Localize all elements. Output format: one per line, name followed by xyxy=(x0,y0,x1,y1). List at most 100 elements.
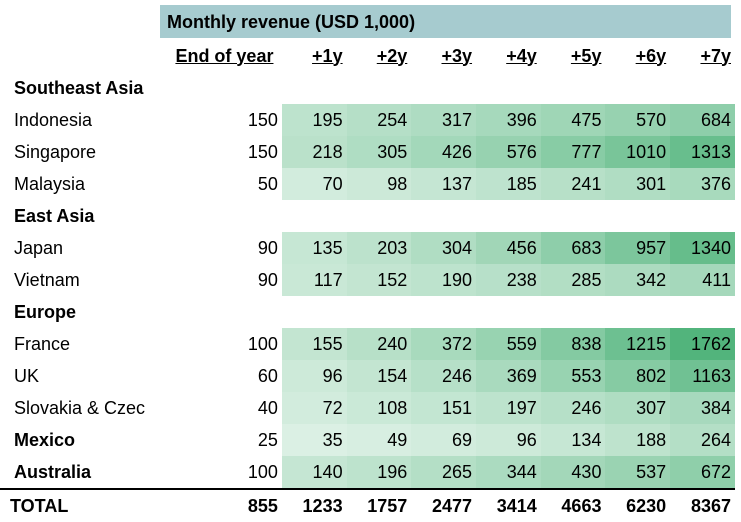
value-cell xyxy=(411,296,476,328)
value-cell xyxy=(167,200,282,232)
value-cell: 154 xyxy=(346,360,412,392)
group-row: East Asia xyxy=(0,200,735,232)
value-cell xyxy=(541,72,606,104)
row-label: Slovakia & Czec xyxy=(14,397,146,418)
value-cell: 96 xyxy=(281,360,347,392)
value-cell: 137 xyxy=(411,168,477,200)
value-cell: 802 xyxy=(605,360,671,392)
value-cell: 135 xyxy=(281,232,347,264)
value-cell: 100 xyxy=(247,461,278,482)
value-cell: 559 xyxy=(476,328,541,360)
value-cell: 203 xyxy=(346,232,412,264)
row-label: Indonesia xyxy=(14,109,93,130)
value-cell: 344 xyxy=(476,456,541,489)
header-plus-2y: +2y xyxy=(376,45,408,66)
value-cell: 475 xyxy=(540,104,606,136)
row-label: Mexico xyxy=(14,429,76,450)
value-cell: 196 xyxy=(346,456,412,489)
value-cell: 70 xyxy=(281,168,347,200)
row-label: Malaysia xyxy=(14,173,86,194)
value-cell xyxy=(476,200,541,232)
value-cell: 430 xyxy=(540,456,606,489)
total-label: TOTAL xyxy=(0,488,168,522)
table-row: Japan 90 135 203 304 456 683 957 1340 xyxy=(0,232,735,264)
value-cell: 240 xyxy=(346,328,412,360)
value-cell: 246 xyxy=(540,392,606,424)
value-cell: 265 xyxy=(411,456,477,489)
value-cell: 40 xyxy=(257,397,278,418)
value-cell xyxy=(670,200,735,232)
row-label: Australia xyxy=(14,461,92,482)
value-cell: 411 xyxy=(670,264,735,296)
value-cell: 60 xyxy=(257,365,278,386)
value-cell: 372 xyxy=(411,328,477,360)
value-cell: 150 xyxy=(247,109,278,130)
value-cell: 49 xyxy=(346,424,412,456)
header-plus-1y: +1y xyxy=(312,45,343,66)
value-cell: 151 xyxy=(411,392,477,424)
value-cell: 6230 xyxy=(605,488,671,522)
row-label: Southeast Asia xyxy=(14,77,144,98)
table-title: Monthly revenue (USD 1,000) xyxy=(167,12,416,32)
group-row: Mexico 25 35 49 69 96 134 188 264 xyxy=(0,424,735,456)
table-row: Malaysia 50 70 98 137 185 241 301 376 xyxy=(0,168,735,200)
value-cell: 246 xyxy=(411,360,477,392)
row-label: Singapore xyxy=(14,141,97,162)
revenue-table: End of year +1y +2y +3y +4y +5y +6y +7y … xyxy=(0,40,735,522)
value-cell: 301 xyxy=(605,168,671,200)
value-cell xyxy=(167,72,282,104)
value-cell: 117 xyxy=(281,264,347,296)
row-label: France xyxy=(14,333,71,354)
value-cell xyxy=(670,296,735,328)
value-cell xyxy=(605,296,670,328)
value-cell: 855 xyxy=(167,488,282,522)
table-row: UK 60 96 154 246 369 553 802 1163 xyxy=(0,360,735,392)
value-cell xyxy=(282,72,347,104)
value-cell: 570 xyxy=(605,104,671,136)
value-cell: 25 xyxy=(257,429,278,450)
header-plus-7y: +7y xyxy=(700,45,731,66)
value-cell: 684 xyxy=(670,104,735,136)
table-row: Singapore 150 218 305 426 576 777 1010 1313 xyxy=(0,136,735,168)
value-cell: 98 xyxy=(346,168,412,200)
value-cell xyxy=(605,200,670,232)
value-cell xyxy=(282,296,347,328)
value-cell: 426 xyxy=(411,136,477,168)
value-cell: 140 xyxy=(281,456,347,489)
value-cell: 188 xyxy=(605,424,671,456)
value-cell: 1340 xyxy=(670,232,735,264)
value-cell xyxy=(411,72,476,104)
value-cell: 1757 xyxy=(346,488,412,522)
value-cell: 50 xyxy=(257,173,278,194)
value-cell: 264 xyxy=(670,424,735,456)
value-cell: 96 xyxy=(476,424,541,456)
value-cell: 1010 xyxy=(605,136,671,168)
total-row: TOTAL 855 1233 1757 2477 3414 4663 6230 8367 xyxy=(0,488,735,522)
value-cell: 90 xyxy=(257,269,278,290)
value-cell: 683 xyxy=(540,232,606,264)
value-cell: 241 xyxy=(540,168,606,200)
value-cell: 317 xyxy=(411,104,477,136)
value-cell: 254 xyxy=(346,104,412,136)
value-cell: 285 xyxy=(540,264,606,296)
table-row: France 100 155 240 372 559 838 1215 1762 xyxy=(0,328,735,360)
value-cell: 396 xyxy=(476,104,541,136)
value-cell: 838 xyxy=(540,328,606,360)
value-cell: 537 xyxy=(605,456,671,489)
group-row: Australia 100 140 196 265 344 430 537 672 xyxy=(0,456,735,489)
value-cell: 150 xyxy=(247,141,278,162)
header-plus-3y: +3y xyxy=(441,45,473,66)
header-plus-5y: +5y xyxy=(570,45,602,66)
value-cell: 69 xyxy=(411,424,477,456)
value-cell: 152 xyxy=(346,264,412,296)
group-row: Europe xyxy=(0,296,735,328)
header-row: End of year +1y +2y +3y +4y +5y +6y +7y xyxy=(0,40,735,72)
value-cell: 185 xyxy=(476,168,541,200)
table-body: Southeast Asia Indonesia 150 195 254 317 396 47… xyxy=(0,72,735,522)
value-cell: 100 xyxy=(247,333,278,354)
value-cell: 90 xyxy=(257,237,278,258)
value-cell: 1233 xyxy=(281,488,347,522)
header-end-of-year: End of year xyxy=(175,45,274,66)
value-cell: 384 xyxy=(670,392,735,424)
value-cell: 195 xyxy=(281,104,347,136)
